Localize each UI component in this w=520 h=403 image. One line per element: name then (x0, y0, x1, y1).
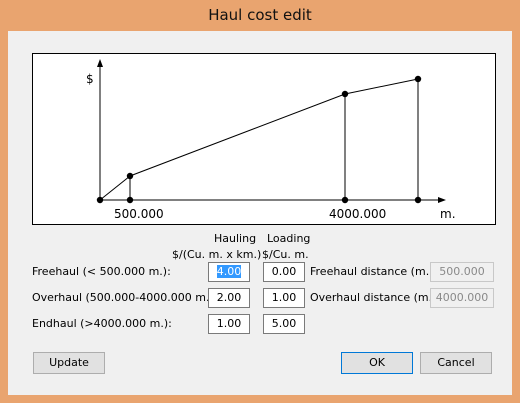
haul-diagram: $ 500.000 4000.000 m. (32, 53, 496, 225)
distance-label: Overhaul distance (m.): (310, 291, 441, 304)
distance-label: Freehaul distance (m.): (310, 265, 438, 278)
x-label: 4000.000 (329, 207, 386, 221)
curve-points (96, 75, 422, 204)
distance-input: 500.000 (430, 262, 494, 282)
hauling-input[interactable]: 2.00 (208, 288, 250, 308)
y-axis-arrow (97, 59, 103, 67)
y-axis-label: $ (86, 72, 94, 86)
hauling-input[interactable]: 4.00 (208, 262, 250, 282)
x-axis-arrow (438, 197, 446, 203)
row-label: Freehaul (< 500.000 m.): (32, 265, 171, 278)
column-header: Hauling (214, 232, 257, 245)
row-label: Overhaul (500.000-4000.000 m.): (32, 291, 218, 304)
row-label: Endhaul (>4000.000 m.): (32, 317, 172, 330)
loading-input[interactable]: 5.00 (263, 314, 305, 334)
column-unit: $/(Cu. m. x km.) (172, 248, 262, 261)
distance-input: 4000.000 (430, 288, 494, 308)
x-label: 500.000 (114, 207, 164, 221)
column-header: Loading (267, 232, 311, 245)
cancel-button[interactable]: Cancel (420, 352, 492, 374)
x-unit: m. (440, 207, 456, 221)
cost-curve (99, 78, 419, 201)
loading-input[interactable]: 0.00 (263, 262, 305, 282)
column-unit: $/Cu. m. (262, 248, 309, 261)
loading-input[interactable]: 1.00 (263, 288, 305, 308)
input-text: 4.00 (216, 265, 242, 278)
hauling-input[interactable]: 1.00 (208, 314, 250, 334)
update-button[interactable]: Update (33, 352, 105, 374)
ok-button[interactable]: OK (341, 352, 413, 374)
dialog-title: Haul cost edit (208, 6, 312, 24)
